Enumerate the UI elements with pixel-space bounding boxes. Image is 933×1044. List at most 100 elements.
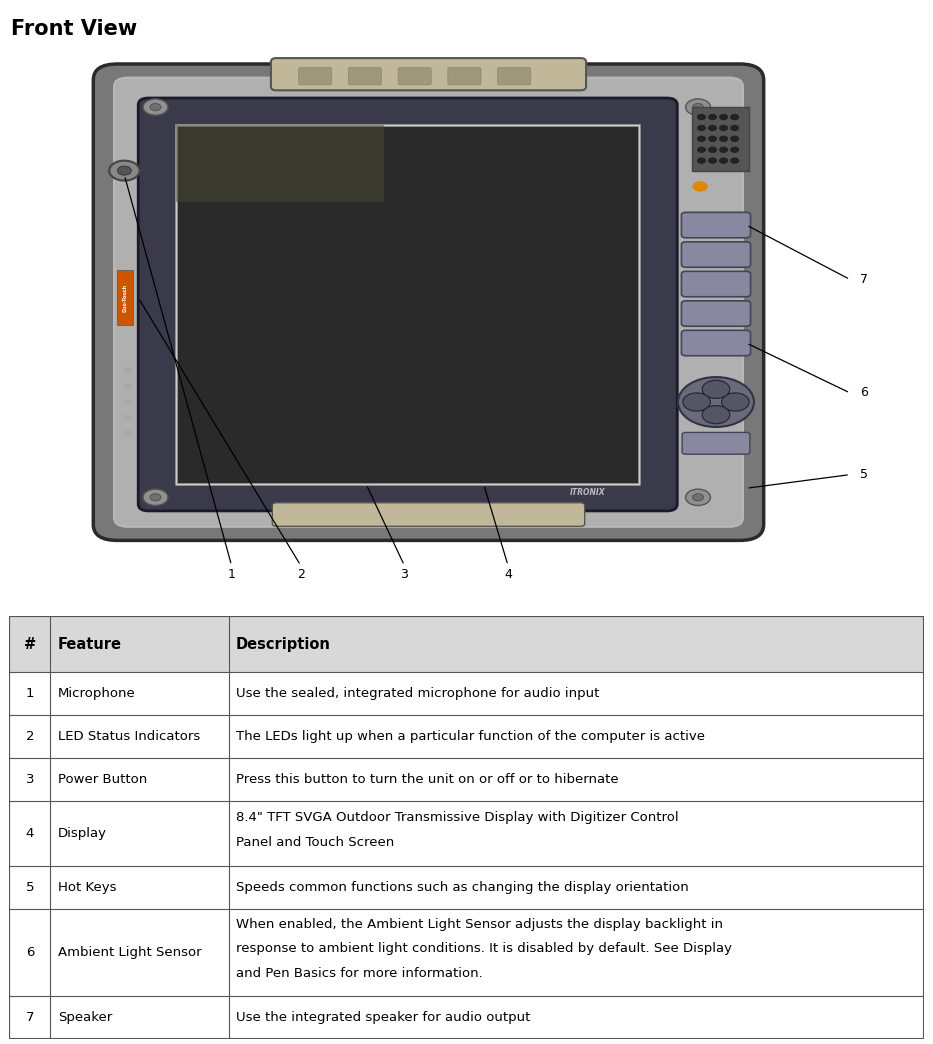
FancyBboxPatch shape bbox=[272, 503, 585, 526]
FancyBboxPatch shape bbox=[681, 242, 750, 267]
Circle shape bbox=[731, 147, 738, 152]
Text: 4: 4 bbox=[26, 827, 35, 840]
Text: 3: 3 bbox=[25, 774, 35, 786]
Circle shape bbox=[693, 182, 707, 191]
Text: Speeds common functions such as changing the display orientation: Speeds common functions such as changing… bbox=[236, 881, 689, 895]
Circle shape bbox=[686, 490, 710, 505]
FancyBboxPatch shape bbox=[682, 432, 750, 454]
Bar bbox=[176, 125, 383, 203]
Text: Ambient Light Sensor: Ambient Light Sensor bbox=[58, 946, 202, 959]
Text: 5: 5 bbox=[25, 881, 35, 895]
FancyBboxPatch shape bbox=[448, 68, 481, 85]
Circle shape bbox=[709, 125, 717, 130]
Text: Speaker: Speaker bbox=[58, 1011, 112, 1024]
Text: Use the integrated speaker for audio output: Use the integrated speaker for audio out… bbox=[236, 1011, 531, 1024]
Circle shape bbox=[709, 147, 717, 152]
Circle shape bbox=[683, 393, 710, 411]
FancyBboxPatch shape bbox=[681, 330, 750, 356]
Circle shape bbox=[123, 414, 132, 421]
Text: 6: 6 bbox=[860, 386, 869, 400]
Text: 1: 1 bbox=[228, 568, 235, 580]
Text: 7: 7 bbox=[860, 274, 869, 286]
Circle shape bbox=[698, 115, 705, 120]
FancyBboxPatch shape bbox=[348, 68, 382, 85]
Text: Display: Display bbox=[58, 827, 106, 840]
Bar bbox=[692, 108, 749, 170]
Circle shape bbox=[719, 137, 728, 141]
Text: Front View: Front View bbox=[11, 19, 137, 39]
FancyBboxPatch shape bbox=[681, 212, 750, 238]
Text: Microphone: Microphone bbox=[58, 687, 135, 701]
Text: Press this button to turn the unit on or off or to hibernate: Press this button to turn the unit on or… bbox=[236, 774, 619, 786]
Text: #: # bbox=[23, 637, 36, 651]
Circle shape bbox=[698, 158, 705, 163]
Circle shape bbox=[719, 147, 728, 152]
Circle shape bbox=[692, 103, 703, 111]
Circle shape bbox=[123, 383, 132, 389]
FancyBboxPatch shape bbox=[271, 58, 586, 90]
FancyBboxPatch shape bbox=[299, 68, 332, 85]
Bar bbox=[9, 616, 924, 672]
Circle shape bbox=[719, 158, 728, 163]
Circle shape bbox=[703, 380, 730, 399]
Text: 1: 1 bbox=[25, 687, 35, 701]
Circle shape bbox=[150, 494, 161, 501]
Text: Use the sealed, integrated microphone for audio input: Use the sealed, integrated microphone fo… bbox=[236, 687, 600, 701]
Text: LED Status Indicators: LED Status Indicators bbox=[58, 730, 200, 743]
Circle shape bbox=[719, 115, 728, 120]
Text: Power Button: Power Button bbox=[58, 774, 147, 786]
Circle shape bbox=[686, 99, 710, 115]
Bar bbox=[118, 270, 132, 325]
Circle shape bbox=[118, 166, 132, 175]
Circle shape bbox=[731, 125, 738, 130]
FancyBboxPatch shape bbox=[138, 98, 677, 511]
Text: The LEDs light up when a particular function of the computer is active: The LEDs light up when a particular func… bbox=[236, 730, 705, 743]
Text: Description: Description bbox=[236, 637, 331, 651]
Text: 3: 3 bbox=[400, 568, 409, 580]
Circle shape bbox=[109, 161, 140, 181]
Text: 8.4" TFT SVGA Outdoor Transmissive Display with Digitizer Control: 8.4" TFT SVGA Outdoor Transmissive Displ… bbox=[236, 810, 678, 824]
Text: 2: 2 bbox=[25, 730, 35, 743]
Circle shape bbox=[731, 115, 738, 120]
Circle shape bbox=[150, 103, 161, 111]
Circle shape bbox=[709, 158, 717, 163]
Text: Hot Keys: Hot Keys bbox=[58, 881, 117, 895]
FancyBboxPatch shape bbox=[398, 68, 431, 85]
Text: 4: 4 bbox=[504, 568, 512, 580]
Circle shape bbox=[698, 147, 705, 152]
Text: 2: 2 bbox=[297, 568, 304, 580]
Text: 7: 7 bbox=[25, 1011, 35, 1024]
FancyBboxPatch shape bbox=[114, 77, 743, 527]
Text: and Pen Basics for more information.: and Pen Basics for more information. bbox=[236, 967, 483, 980]
Text: Duo-Touch: Duo-Touch bbox=[122, 284, 128, 312]
Circle shape bbox=[698, 125, 705, 130]
Text: 6: 6 bbox=[26, 946, 35, 959]
Text: 5: 5 bbox=[860, 468, 869, 481]
Bar bbox=[176, 125, 639, 483]
FancyBboxPatch shape bbox=[681, 271, 750, 296]
Text: ITRONIX: ITRONIX bbox=[570, 489, 606, 497]
Bar bbox=[176, 125, 639, 483]
Circle shape bbox=[698, 137, 705, 141]
Text: response to ambient light conditions. It is disabled by default. See Display: response to ambient light conditions. It… bbox=[236, 943, 732, 955]
Circle shape bbox=[123, 399, 132, 405]
Text: When enabled, the Ambient Light Sensor adjusts the display backlight in: When enabled, the Ambient Light Sensor a… bbox=[236, 918, 723, 930]
Circle shape bbox=[731, 158, 738, 163]
Circle shape bbox=[123, 367, 132, 373]
Circle shape bbox=[123, 431, 132, 436]
Circle shape bbox=[678, 377, 754, 427]
Circle shape bbox=[731, 137, 738, 141]
Text: Panel and Touch Screen: Panel and Touch Screen bbox=[236, 836, 395, 850]
Text: Feature: Feature bbox=[58, 637, 122, 651]
FancyBboxPatch shape bbox=[93, 64, 764, 541]
Circle shape bbox=[143, 490, 168, 505]
Circle shape bbox=[721, 393, 749, 411]
Circle shape bbox=[709, 137, 717, 141]
Circle shape bbox=[703, 406, 730, 424]
Circle shape bbox=[143, 99, 168, 115]
Circle shape bbox=[692, 494, 703, 501]
FancyBboxPatch shape bbox=[497, 68, 531, 85]
FancyBboxPatch shape bbox=[681, 301, 750, 326]
Circle shape bbox=[709, 115, 717, 120]
Circle shape bbox=[719, 125, 728, 130]
